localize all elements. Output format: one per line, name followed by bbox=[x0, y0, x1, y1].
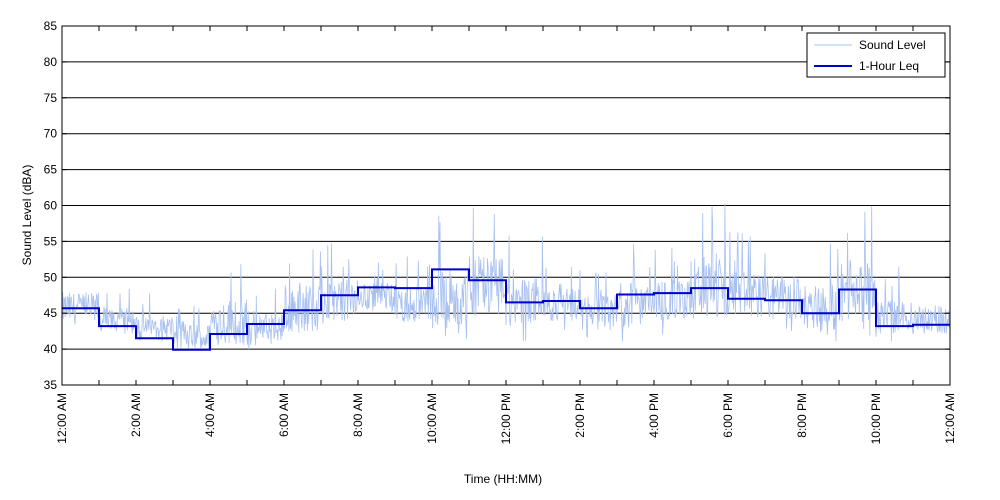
x-tick-label: 12:00 PM bbox=[499, 393, 513, 444]
x-tick-label: 4:00 PM bbox=[647, 393, 661, 438]
x-tick-label: 8:00 PM bbox=[795, 393, 809, 438]
y-tick-label: 85 bbox=[44, 19, 58, 33]
x-tick-label: 12:00 AM bbox=[943, 393, 957, 444]
legend-box bbox=[806, 32, 946, 78]
x-tick-label: 2:00 PM bbox=[573, 393, 587, 438]
y-tick-label: 80 bbox=[44, 55, 58, 69]
x-tick-label: 10:00 PM bbox=[869, 393, 883, 444]
legend-label-sound-level: Sound Level bbox=[859, 38, 926, 52]
leq-series bbox=[62, 268, 950, 351]
y-axis-label: Sound Level (dBA) bbox=[20, 165, 34, 266]
legend-label-leq: 1-Hour Leq bbox=[859, 59, 919, 73]
leq-step-line bbox=[62, 268, 950, 351]
x-tick-label: 2:00 AM bbox=[129, 393, 143, 437]
legend: Sound Level 1-Hour Leq bbox=[806, 32, 946, 78]
y-tick-label: 65 bbox=[44, 163, 58, 177]
x-tick-label: 8:00 AM bbox=[351, 393, 365, 437]
y-axis: 35 40 45 50 55 60 65 70 75 80 85 bbox=[44, 19, 950, 392]
y-tick-label: 55 bbox=[44, 234, 58, 248]
y-tick-label: 50 bbox=[44, 270, 58, 284]
y-tick-label: 60 bbox=[44, 199, 58, 213]
x-tick-label: 10:00 AM bbox=[425, 393, 439, 444]
y-tick-label: 35 bbox=[44, 378, 58, 392]
x-tick-label: 6:00 AM bbox=[277, 393, 291, 437]
y-tick-label: 45 bbox=[44, 306, 58, 320]
x-tick-label: 12:00 AM bbox=[55, 393, 69, 444]
x-axis-label: Time (HH:MM) bbox=[464, 472, 542, 486]
y-tick-label: 40 bbox=[44, 342, 58, 356]
x-axis: 12:00 AM 2:00 AM 4:00 AM 6:00 AM 8:00 AM 10:0… bbox=[55, 26, 957, 444]
y-tick-label: 70 bbox=[44, 127, 58, 141]
y-tick-label: 75 bbox=[44, 91, 58, 105]
x-tick-label: 4:00 AM bbox=[203, 393, 217, 437]
x-tick-label: 6:00 PM bbox=[721, 393, 735, 438]
